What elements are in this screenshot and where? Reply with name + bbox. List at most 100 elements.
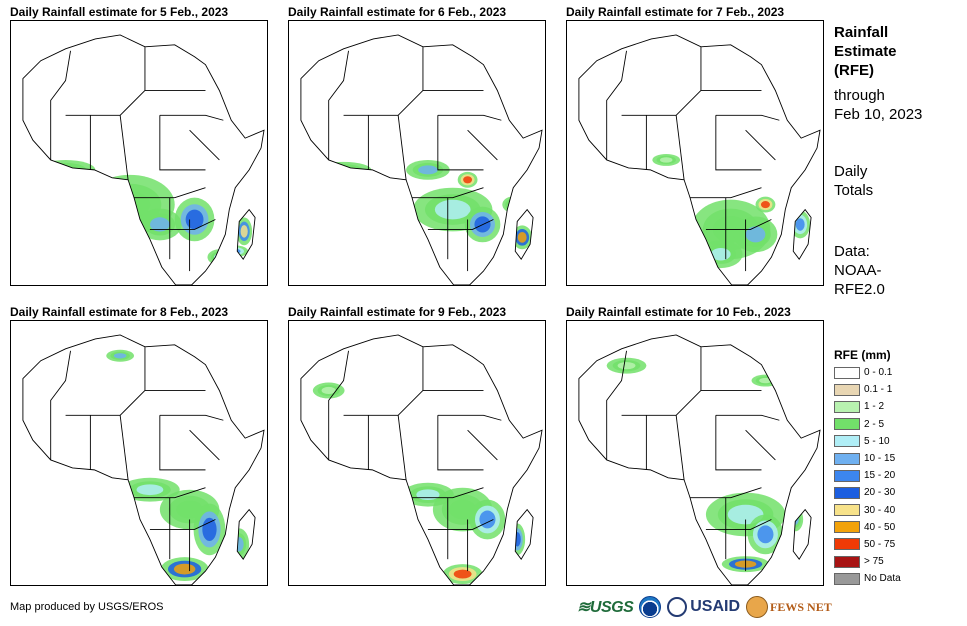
country-border [50, 350, 71, 460]
legend-label: 10 - 15 [864, 453, 896, 465]
rainfall-map [10, 320, 268, 586]
country-border [149, 519, 216, 530]
partner-logos: ≋USGS USAID FEWS NET [577, 596, 838, 618]
africa-map [578, 34, 821, 285]
rainfall-area [240, 225, 248, 238]
country-border [606, 350, 627, 460]
rainfall-area [173, 563, 196, 575]
legend-swatch [834, 383, 860, 396]
legend-item: 20 - 30 [834, 484, 901, 501]
country-border [675, 115, 685, 180]
legend-swatch [834, 418, 860, 431]
country-border [159, 414, 224, 421]
legend-swatch [834, 538, 860, 551]
usaid-logo: USAID [667, 597, 740, 617]
legend-title: RFE (mm) [834, 348, 891, 362]
rainfall-area [136, 484, 164, 496]
madagascar-outline [792, 508, 812, 560]
data-source-line: Data: [834, 243, 870, 260]
totals-label: Daily Totals [834, 162, 873, 200]
country-border [65, 46, 146, 116]
coastline [578, 334, 821, 585]
map-panel-feb10: Daily Rainfall estimate for 10 Feb., 202… [566, 304, 824, 586]
country-border [745, 129, 776, 161]
rainfall-area [513, 532, 521, 547]
legend-item: No Data [834, 570, 901, 587]
country-border [134, 187, 206, 199]
country-border [437, 414, 502, 421]
country-border [427, 519, 494, 530]
map-credit: Map produced by USGS/EROS [10, 601, 164, 613]
legend-swatch [834, 504, 860, 517]
country-border [343, 346, 424, 416]
panel-title: Daily Rainfall estimate for 5 Feb., 2023 [10, 5, 229, 19]
country-border [159, 115, 206, 171]
through-line: through [834, 87, 885, 104]
country-border [715, 114, 780, 121]
country-border [745, 429, 776, 461]
country-border [119, 415, 129, 480]
country-border [715, 115, 762, 171]
legend-label: 30 - 40 [864, 504, 896, 516]
rainfall-area [418, 165, 438, 175]
legend-swatch [834, 452, 860, 465]
country-border [119, 115, 129, 180]
usgs-logo: ≋USGS [577, 599, 634, 616]
legend-swatch [834, 435, 860, 448]
legend-label: > 75 [864, 556, 884, 568]
rainfall-map [288, 320, 546, 586]
rainfall-map [288, 20, 546, 286]
legend-swatch [834, 521, 860, 534]
through-date: through Feb 10, 2023 [834, 86, 922, 124]
legend-item: 5 - 10 [834, 433, 901, 450]
rainfall-area [463, 176, 473, 184]
product-title: Rainfall Estimate (RFE) [834, 23, 897, 80]
country-border [397, 115, 407, 180]
country-border [675, 415, 685, 480]
rainfall-area [202, 517, 217, 542]
africa-map [300, 34, 543, 285]
legend-label: No Data [864, 573, 901, 585]
fews-wordmark: FEWS NET [770, 599, 832, 614]
country-border [467, 129, 498, 161]
legend-label: 5 - 10 [864, 435, 890, 447]
rainfall-area [434, 199, 471, 220]
rainfall-area [113, 353, 127, 359]
panel-title: Daily Rainfall estimate for 10 Feb., 202… [566, 305, 791, 319]
legend-swatch [834, 366, 860, 379]
country-border [715, 414, 780, 421]
legend-item: 2 - 5 [834, 416, 901, 433]
rainfall-area [759, 377, 772, 384]
rainfall-map [10, 20, 268, 286]
country-border [328, 50, 349, 160]
map-panel-feb8: Daily Rainfall estimate for 8 Feb., 2023 [10, 304, 268, 586]
rainfall-area [176, 500, 203, 519]
rainfall-area [416, 489, 440, 501]
map-panel-feb5: Daily Rainfall estimate for 5 Feb., 2023 [10, 4, 268, 286]
country-border [189, 129, 220, 161]
title-line: Rainfall [834, 24, 889, 41]
title-line: (RFE) [834, 62, 874, 79]
country-border [427, 219, 494, 230]
africa-map [22, 34, 265, 285]
legend-rows: 0 - 0.1 0.1 - 1 1 - 2 2 - 5 5 - 10 10 - 15 15 … [834, 364, 901, 587]
africa-map [578, 334, 821, 585]
fews-seal-icon [746, 596, 769, 618]
rainfall-area [517, 231, 527, 243]
legend-item: 30 - 40 [834, 502, 901, 519]
rainfall-area [150, 217, 170, 232]
rainfall-area [757, 525, 774, 544]
country-border [65, 346, 146, 416]
rainfall-area [659, 157, 673, 163]
rainfall-area [324, 164, 364, 176]
usaid-seal-icon [667, 597, 688, 617]
rainfall-area [795, 218, 805, 231]
title-line: Estimate [834, 43, 897, 60]
coastline [578, 34, 821, 285]
legend-label: 1 - 2 [864, 401, 885, 413]
rainfall-area [211, 251, 228, 263]
panel-title: Daily Rainfall estimate for 9 Feb., 2023 [288, 305, 507, 319]
country-border [437, 114, 502, 121]
totals-line: Totals [834, 182, 874, 199]
rainfall-area [760, 201, 770, 209]
